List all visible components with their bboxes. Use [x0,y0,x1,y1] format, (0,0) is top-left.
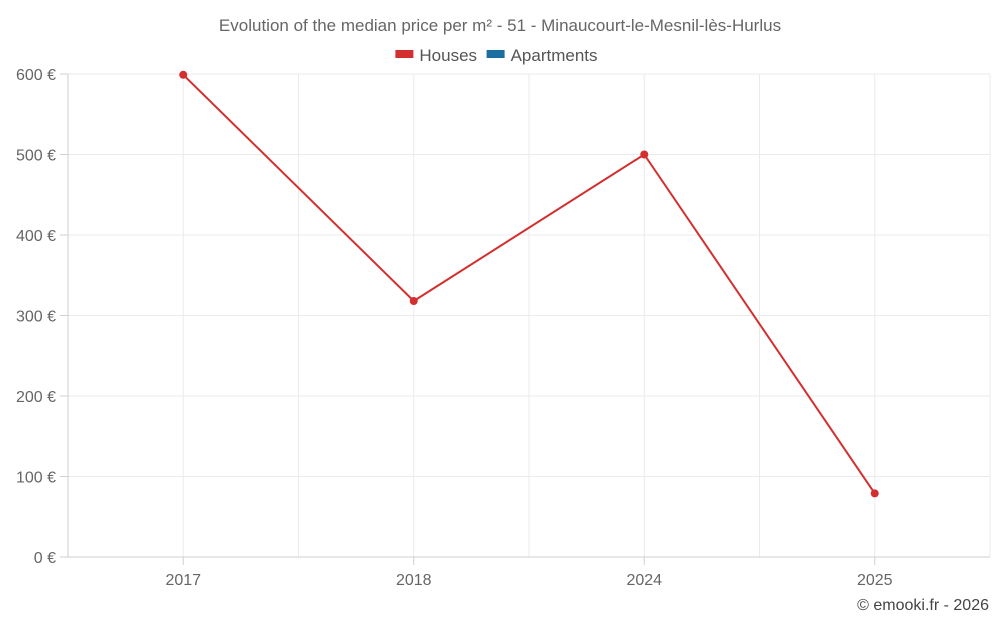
x-tick-label: 2017 [165,572,201,589]
legend-swatch [486,50,505,58]
x-tick-label: 2024 [626,572,662,589]
legend-label: Apartments [511,46,598,65]
legend: Houses Apartments [395,46,598,65]
legend-label: Houses [419,46,477,65]
data-point-houses [409,297,418,306]
y-tick-label: 500 € [16,148,56,165]
y-tick-label: 600 € [16,67,56,84]
grid [68,73,991,557]
y-tick-label: 300 € [16,309,56,326]
x-tick-label: 2018 [396,572,432,589]
series-line-houses [182,74,876,494]
legend-item-apartments: Apartments [486,46,598,65]
y-tick-label: 100 € [16,470,56,487]
series-layer [179,70,879,498]
data-point-houses [640,150,649,159]
data-point-houses [179,70,188,79]
y-axis: 0 € 100 € 200 € 300 € 400 € 500 € 600 € [16,67,69,567]
y-tick-label: 0 € [34,550,56,567]
x-tick-label: 2025 [857,572,893,589]
credit-text: © emooki.fr - 2026 [857,597,989,614]
x-axis: 2017 2018 2024 2025 [60,556,990,589]
data-point-houses [870,489,879,498]
y-tick-label: 200 € [16,389,56,406]
y-tick-label: 400 € [16,228,56,245]
legend-item-houses: Houses [395,46,477,65]
chart-title: Evolution of the median price per m² - 5… [219,16,781,35]
legend-swatch [395,50,414,58]
